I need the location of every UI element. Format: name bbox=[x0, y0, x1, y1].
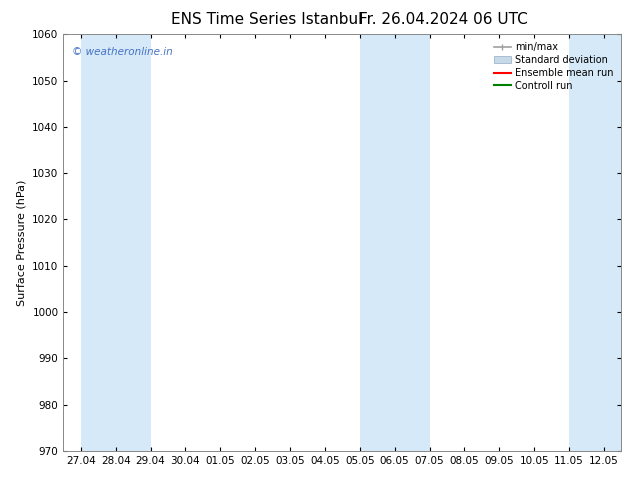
Y-axis label: Surface Pressure (hPa): Surface Pressure (hPa) bbox=[16, 179, 27, 306]
Text: ENS Time Series Istanbul: ENS Time Series Istanbul bbox=[171, 12, 362, 27]
Text: © weatheronline.in: © weatheronline.in bbox=[72, 47, 172, 57]
Bar bbox=[359, 34, 429, 451]
Bar bbox=[569, 34, 634, 451]
Text: Fr. 26.04.2024 06 UTC: Fr. 26.04.2024 06 UTC bbox=[359, 12, 528, 27]
Legend: min/max, Standard deviation, Ensemble mean run, Controll run: min/max, Standard deviation, Ensemble me… bbox=[491, 39, 616, 94]
Bar bbox=[81, 34, 150, 451]
